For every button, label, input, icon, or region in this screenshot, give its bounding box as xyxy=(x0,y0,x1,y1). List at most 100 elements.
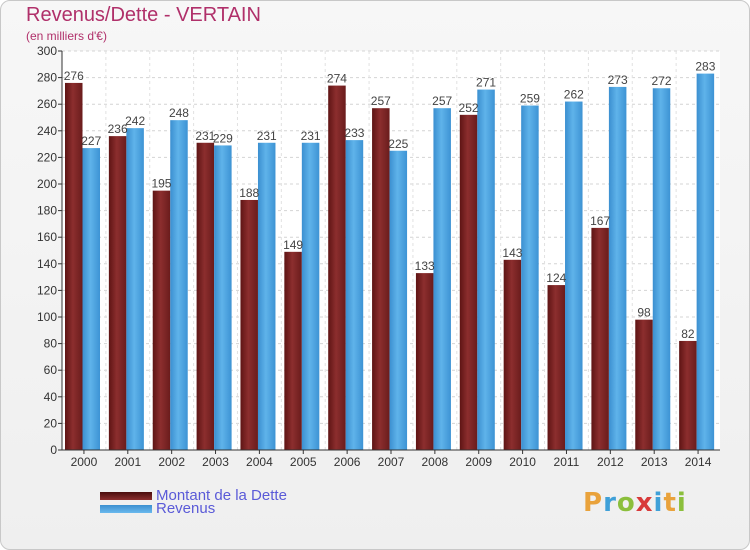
x-tick-label: 2005 xyxy=(290,455,317,469)
data-label: 98 xyxy=(637,306,651,320)
chart-subtitle: (en milliers d'€) xyxy=(26,29,107,43)
bar-revenus xyxy=(389,150,408,450)
bar-revenus xyxy=(126,128,144,450)
data-label: 149 xyxy=(283,238,303,252)
bar-revenus xyxy=(345,140,364,451)
y-tick-label: 20 xyxy=(44,416,58,430)
data-label: 229 xyxy=(213,131,233,145)
proxiti-logo: Proxiti xyxy=(583,488,687,518)
data-label: 272 xyxy=(652,74,672,88)
bar-revenus xyxy=(170,120,188,450)
y-tick-label: 180 xyxy=(37,204,57,218)
bar-revenus xyxy=(652,88,671,451)
x-tick-label: 2012 xyxy=(597,455,624,469)
data-label: 262 xyxy=(564,88,584,102)
bar-revenus xyxy=(82,148,100,450)
bar-dette xyxy=(635,319,653,450)
x-tick-label: 2009 xyxy=(465,455,492,469)
bar-revenus xyxy=(301,142,320,450)
data-label: 274 xyxy=(327,72,347,86)
y-tick-label: 200 xyxy=(37,177,57,191)
data-label: 273 xyxy=(608,73,628,87)
bar-dette xyxy=(679,340,697,450)
legend-label-revenus: Revenus xyxy=(156,500,216,517)
data-label: 248 xyxy=(169,106,189,120)
data-label: 283 xyxy=(695,60,715,74)
y-tick-label: 160 xyxy=(37,230,57,244)
bar-dette xyxy=(65,82,83,451)
y-tick-label: 140 xyxy=(37,257,57,271)
y-tick-label: 40 xyxy=(44,390,58,404)
data-label: 257 xyxy=(432,94,452,108)
data-label: 231 xyxy=(195,129,215,143)
logo-letter: r xyxy=(603,488,617,518)
x-tick-label: 2004 xyxy=(246,455,273,469)
bar-revenus xyxy=(477,89,495,450)
bar-dette xyxy=(459,114,478,450)
logo-letter: i xyxy=(653,488,664,518)
data-label: 231 xyxy=(257,129,277,143)
bar-dette xyxy=(503,259,522,450)
data-label: 271 xyxy=(476,76,496,90)
logo-letter: t xyxy=(663,488,677,518)
bar-revenus xyxy=(608,86,627,450)
x-tick-label: 2000 xyxy=(71,455,98,469)
x-tick-label: 2002 xyxy=(158,455,185,469)
y-tick-label: 60 xyxy=(44,363,58,377)
x-tick-label: 2010 xyxy=(509,455,536,469)
chart-title: Revenus/Dette - VERTAIN xyxy=(26,4,261,26)
x-tick-label: 2008 xyxy=(422,455,449,469)
data-label: 82 xyxy=(681,327,695,341)
y-tick-label: 300 xyxy=(37,44,57,58)
logo-letter: x xyxy=(635,488,654,518)
data-label: 143 xyxy=(502,246,522,260)
data-label: 167 xyxy=(590,214,610,228)
y-tick-label: 280 xyxy=(37,71,57,85)
data-label: 236 xyxy=(108,122,128,136)
bar-dette xyxy=(547,285,566,450)
bar-revenus xyxy=(565,101,583,450)
bar-revenus xyxy=(696,73,715,451)
bar-dette xyxy=(196,142,215,450)
data-label: 231 xyxy=(301,129,321,143)
data-label: 252 xyxy=(459,101,479,115)
y-tick-label: 240 xyxy=(37,124,57,138)
bar-dette xyxy=(415,273,434,450)
logo-letter: i xyxy=(676,488,687,518)
logo-letter: P xyxy=(583,488,604,518)
y-tick-label: 260 xyxy=(37,97,57,111)
data-label: 124 xyxy=(546,271,566,285)
data-label: 257 xyxy=(371,94,391,108)
bar-dette xyxy=(108,136,127,450)
bar-dette xyxy=(152,190,171,450)
y-tick-label: 220 xyxy=(37,150,57,164)
x-tick-label: 2007 xyxy=(378,455,405,469)
legend-swatch-debt xyxy=(100,492,152,500)
bar-revenus xyxy=(521,105,539,450)
data-label: 259 xyxy=(520,92,540,106)
y-tick-label: 0 xyxy=(50,443,57,457)
legend-swatch-revenus xyxy=(100,505,152,513)
bar-dette xyxy=(328,85,346,450)
y-tick-label: 80 xyxy=(44,337,58,351)
data-label: 233 xyxy=(344,126,364,140)
x-tick-label: 2014 xyxy=(685,455,712,469)
bar-dette xyxy=(372,108,390,450)
data-label: 133 xyxy=(415,259,435,273)
data-label: 227 xyxy=(81,134,101,148)
bar-revenus xyxy=(257,142,276,450)
x-tick-label: 2006 xyxy=(334,455,361,469)
data-label: 188 xyxy=(239,186,259,200)
x-tick-label: 2011 xyxy=(554,455,580,469)
bar-dette xyxy=(284,251,302,450)
bar-revenus xyxy=(433,108,451,450)
data-label: 225 xyxy=(388,137,408,151)
data-label: 276 xyxy=(64,69,84,83)
bar-revenus xyxy=(214,145,232,450)
y-tick-label: 120 xyxy=(37,283,57,297)
data-label: 195 xyxy=(151,177,171,191)
x-tick-label: 2013 xyxy=(641,455,668,469)
legend-label-debt: Montant de la Dette xyxy=(156,487,287,504)
x-tick-label: 2001 xyxy=(114,455,141,469)
